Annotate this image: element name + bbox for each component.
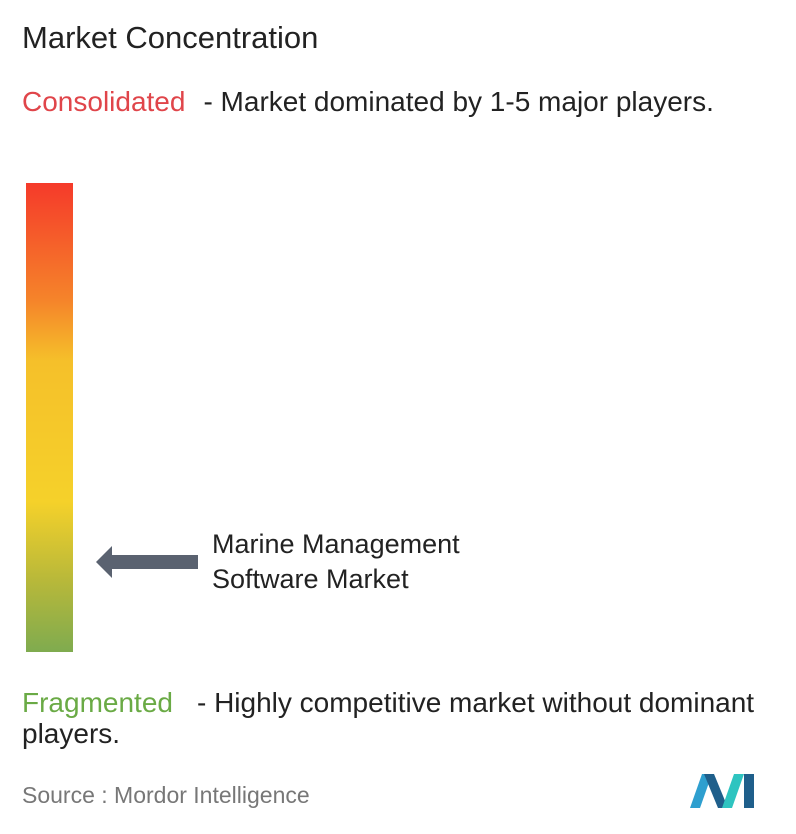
consolidated-description: - Market dominated by 1-5 major players.: [203, 86, 714, 117]
logo-part: [744, 774, 754, 808]
arrow-shape: [96, 546, 198, 578]
marker-arrow: [96, 546, 198, 578]
source: Source : Mordor Intelligence: [22, 782, 310, 809]
fragmented-row: Fragmented - Highly competitive market wi…: [22, 687, 787, 749]
title: Market Concentration: [22, 20, 319, 55]
source-prefix: Source :: [22, 782, 108, 808]
consolidated-label: Consolidated: [22, 86, 186, 117]
consolidated-row: Consolidated - Market dominated by 1-5 ma…: [22, 86, 787, 117]
logo: [690, 774, 754, 808]
concentration-gradient: [26, 183, 73, 652]
logo-part: [690, 774, 712, 808]
fragmented-label: Fragmented: [22, 687, 173, 718]
marker-label: Marine Management Software Market: [212, 529, 460, 594]
source-name: Mordor Intelligence: [114, 782, 310, 808]
fragmented-description: - Highly competitive market without domi…: [22, 687, 755, 749]
logo-part: [704, 774, 728, 808]
logo-part: [722, 774, 744, 808]
